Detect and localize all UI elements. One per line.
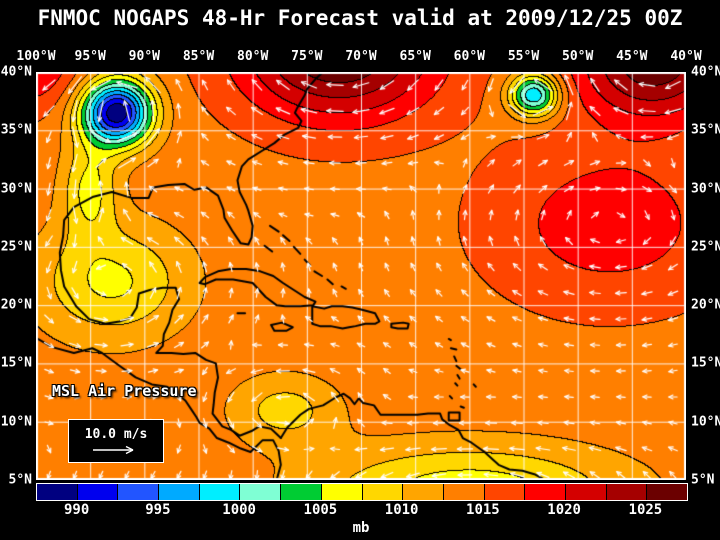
lon-label: 90°W bbox=[128, 49, 160, 64]
colorbar-ticks: 990 995 1000 1005 1010 1015 1020 1025 bbox=[36, 502, 686, 519]
colorbar-tick: 1020 bbox=[547, 502, 581, 518]
lat-label-right: 20°N bbox=[691, 297, 720, 313]
colorbar-tick: 1005 bbox=[303, 502, 338, 518]
field-title-label: MSL Air Pressure bbox=[52, 382, 197, 400]
lat-label-left: 25°N bbox=[0, 239, 32, 255]
lat-label-right: 10°N bbox=[691, 414, 720, 430]
colorbar-segment bbox=[321, 484, 363, 500]
colorbar-segment bbox=[159, 484, 200, 500]
lat-label-left: 35°N bbox=[0, 122, 32, 138]
lon-label: 80°W bbox=[237, 49, 269, 64]
colorbar-segment bbox=[118, 484, 160, 500]
lon-label: 65°W bbox=[399, 49, 431, 64]
lon-label: 100°W bbox=[16, 49, 56, 64]
lat-label-right: 25°N bbox=[691, 239, 720, 255]
colorbar-segment bbox=[77, 484, 119, 500]
colorbar-tick: 1025 bbox=[628, 502, 663, 518]
lon-label: 85°W bbox=[182, 49, 215, 64]
colorbar-unit-label: mb bbox=[352, 520, 370, 536]
lon-label: 45°W bbox=[616, 49, 648, 64]
wind-scale-arrow bbox=[93, 445, 134, 454]
colorbar-segment bbox=[240, 484, 282, 500]
lon-label: 70°W bbox=[345, 49, 377, 64]
lat-label-right: 40°N bbox=[691, 64, 720, 80]
lon-label: 50°W bbox=[562, 49, 594, 64]
lat-label-left: 15°N bbox=[0, 355, 32, 371]
lon-label: 55°W bbox=[507, 49, 540, 64]
lon-label: 60°W bbox=[453, 49, 485, 64]
lon-label: 40°W bbox=[670, 49, 702, 64]
colorbar-segment bbox=[281, 484, 322, 500]
colorbar-tick: 1000 bbox=[222, 502, 256, 518]
lat-label-left: 40°N bbox=[0, 64, 32, 80]
colorbar-tick: 1015 bbox=[466, 502, 500, 518]
page-title: FNMOC NOGAPS 48-Hr Forecast valid at 200… bbox=[37, 6, 683, 30]
colorbar-segment bbox=[37, 484, 78, 500]
colorbar-tick: 1010 bbox=[384, 502, 419, 518]
colorbar-segment bbox=[565, 484, 607, 500]
colorbar-segment bbox=[606, 484, 648, 500]
lat-label-left: 20°N bbox=[0, 297, 32, 313]
colorbar-segment bbox=[403, 484, 444, 500]
lon-label: 75°W bbox=[291, 49, 323, 64]
lat-label-right: 30°N bbox=[691, 181, 720, 197]
colorbar-segment bbox=[647, 484, 687, 500]
wind-scale-legend: 10.0 m/s bbox=[68, 419, 164, 463]
wind-scale-label: 10.0 m/s bbox=[84, 426, 148, 442]
lat-label-right: 15°N bbox=[691, 355, 720, 371]
colorbar-segment bbox=[484, 484, 526, 500]
colorbar-segment bbox=[525, 484, 566, 500]
lat-label-left: 30°N bbox=[0, 181, 32, 197]
lat-label-left: 10°N bbox=[0, 414, 32, 430]
colorbar-tick: 995 bbox=[145, 502, 171, 518]
pressure-map-canvas bbox=[36, 72, 686, 480]
colorbar bbox=[36, 483, 688, 501]
colorbar-segment bbox=[443, 484, 485, 500]
colorbar-segment bbox=[199, 484, 241, 500]
lat-label-right: 5°N bbox=[691, 472, 715, 488]
lon-label: 95°W bbox=[74, 49, 106, 64]
lat-label-left: 5°N bbox=[8, 472, 32, 488]
lat-label-right: 35°N bbox=[691, 122, 720, 138]
colorbar-tick: 990 bbox=[63, 502, 90, 518]
colorbar-segment bbox=[362, 484, 404, 500]
